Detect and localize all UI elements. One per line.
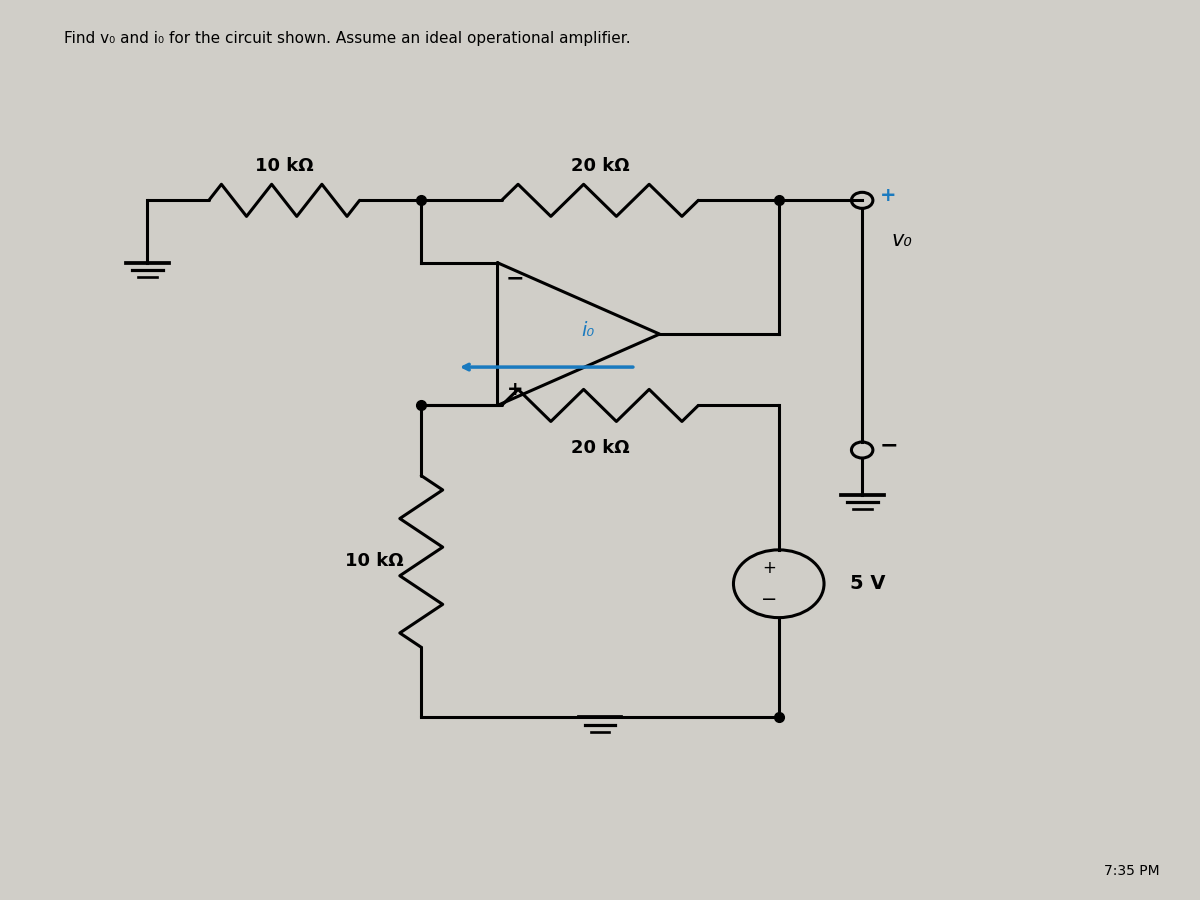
Text: −: − [761,590,778,609]
Text: 5 V: 5 V [851,574,886,593]
Text: Find v₀ and i₀ for the circuit shown. Assume an ideal operational amplifier.: Find v₀ and i₀ for the circuit shown. As… [64,31,630,46]
Text: i₀: i₀ [582,321,595,340]
Text: 10 kΩ: 10 kΩ [344,553,403,571]
Text: +: + [880,186,896,205]
Text: +: + [508,380,523,399]
Text: −: − [880,436,899,455]
Text: +: + [762,559,776,577]
Text: 10 kΩ: 10 kΩ [254,158,313,176]
Text: 7:35 PM: 7:35 PM [1104,864,1160,878]
Text: −: − [506,269,524,289]
Text: v₀: v₀ [892,230,913,250]
Text: 20 kΩ: 20 kΩ [571,439,629,457]
Text: 20 kΩ: 20 kΩ [571,158,629,176]
